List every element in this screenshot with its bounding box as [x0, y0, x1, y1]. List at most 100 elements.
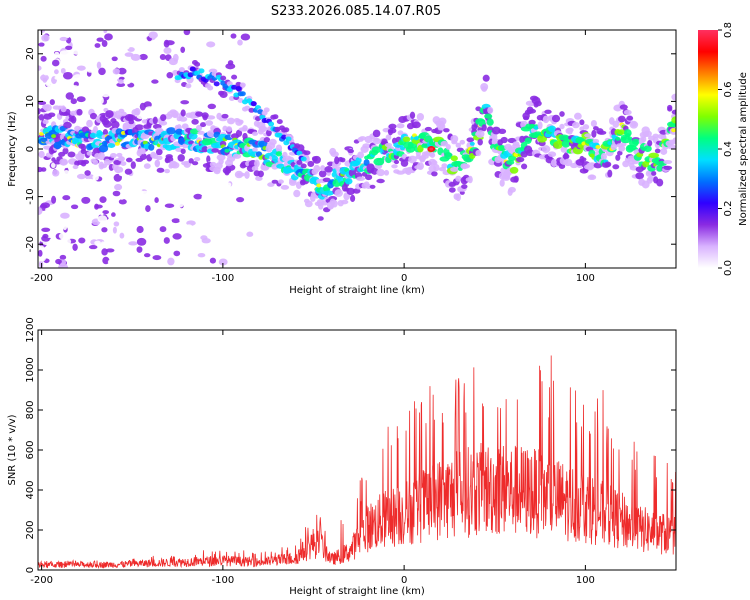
heat-blob — [595, 145, 601, 149]
heat-blob — [134, 107, 141, 116]
heat-blob — [425, 185, 431, 190]
heat-blob — [231, 74, 238, 80]
heat-blob — [180, 100, 190, 105]
heat-blob — [163, 237, 170, 244]
heat-blob — [466, 137, 475, 143]
heat-blob — [507, 155, 517, 162]
heat-blob — [92, 125, 99, 134]
heat-blob — [76, 108, 83, 116]
heat-blob — [469, 141, 475, 146]
x-tick-label: -100 — [212, 273, 235, 284]
heat-blob — [513, 175, 519, 183]
heat-blob — [94, 240, 101, 246]
heat-blob — [146, 191, 153, 197]
heat-blob — [352, 188, 361, 194]
heat-blob — [578, 254, 584, 260]
heat-blob — [410, 49, 419, 54]
heat-blob — [43, 104, 52, 112]
heat-blob — [615, 154, 621, 161]
heat-blob — [396, 123, 405, 129]
heat-blob — [151, 79, 159, 84]
heat-blob — [173, 250, 181, 257]
heat-blob — [38, 150, 45, 158]
heat-blob — [38, 46, 45, 53]
heat-blob — [116, 82, 126, 87]
y-tick-label: 200 — [25, 520, 36, 539]
heat-blob — [61, 237, 72, 246]
heat-blob — [573, 220, 580, 224]
heat-blob — [114, 183, 123, 191]
heat-blob — [388, 127, 397, 134]
heat-blob — [431, 171, 438, 177]
heat-blob — [42, 119, 49, 125]
heat-blob — [236, 196, 245, 203]
heat-blob — [101, 227, 108, 233]
heat-blob — [577, 184, 585, 191]
heat-blob — [47, 112, 56, 118]
heat-blob — [42, 240, 52, 246]
snr-frame — [37, 329, 677, 571]
heat-blob — [362, 143, 371, 149]
heat-blob — [533, 125, 539, 130]
heat-blob — [536, 208, 542, 215]
heat-blob — [103, 120, 112, 128]
heat-blob — [115, 254, 120, 262]
heat-blob — [59, 254, 67, 260]
heat-blob — [185, 224, 193, 230]
heat-blob — [520, 163, 528, 170]
heat-blob — [510, 250, 518, 255]
heat-blob — [78, 237, 86, 244]
heat-blob — [631, 138, 640, 145]
heat-blob — [324, 166, 334, 173]
heat-blob — [450, 167, 459, 172]
heat-blob — [560, 146, 568, 153]
heat-blob — [193, 156, 201, 162]
heat-blob — [671, 109, 676, 115]
heat-blob — [477, 138, 483, 146]
heat-blob — [429, 147, 434, 151]
heat-blob — [112, 68, 120, 75]
heat-blob — [111, 212, 116, 217]
heat-blob — [62, 195, 71, 201]
heat-blob — [49, 238, 55, 244]
heat-blob — [134, 189, 144, 197]
heat-blob — [500, 136, 508, 144]
heat-blob — [59, 50, 70, 57]
heat-blob — [225, 63, 236, 70]
heat-blob — [424, 126, 432, 132]
heat-blob — [120, 161, 127, 166]
heat-blob — [155, 148, 163, 156]
heat-blob — [124, 168, 133, 175]
heat-blob — [617, 150, 623, 156]
heat-blob — [152, 184, 160, 189]
heat-blob — [42, 190, 50, 196]
heat-blob — [38, 166, 44, 173]
heat-blob — [167, 257, 175, 266]
spectrogram-heatmap — [38, 30, 676, 268]
heat-blob — [87, 53, 96, 62]
heat-blob — [98, 67, 106, 76]
heat-blob — [551, 114, 561, 123]
heat-blob — [240, 33, 251, 41]
heat-blob — [40, 202, 51, 209]
heat-blob — [116, 152, 123, 158]
heat-blob — [574, 112, 582, 120]
heat-blob — [195, 111, 204, 117]
snr-series-line — [38, 355, 676, 569]
heat-blob — [283, 127, 290, 133]
heat-blob — [110, 196, 119, 202]
heat-blob — [209, 257, 217, 264]
heat-blob — [314, 233, 320, 239]
heat-blob — [160, 114, 167, 122]
heat-blob — [200, 235, 208, 241]
heat-blob — [350, 194, 356, 203]
heat-blob — [156, 167, 165, 173]
snr-y-ticks: 0 200 400 600 800 1000 1200 — [25, 317, 676, 573]
heat-blob — [105, 248, 115, 253]
y-tick-label: -10 — [25, 188, 36, 204]
x-tick-label: 0 — [401, 575, 407, 586]
heat-blob — [123, 44, 130, 50]
heat-blob — [105, 40, 113, 47]
heat-blob — [258, 125, 268, 133]
heat-blob — [641, 78, 648, 83]
